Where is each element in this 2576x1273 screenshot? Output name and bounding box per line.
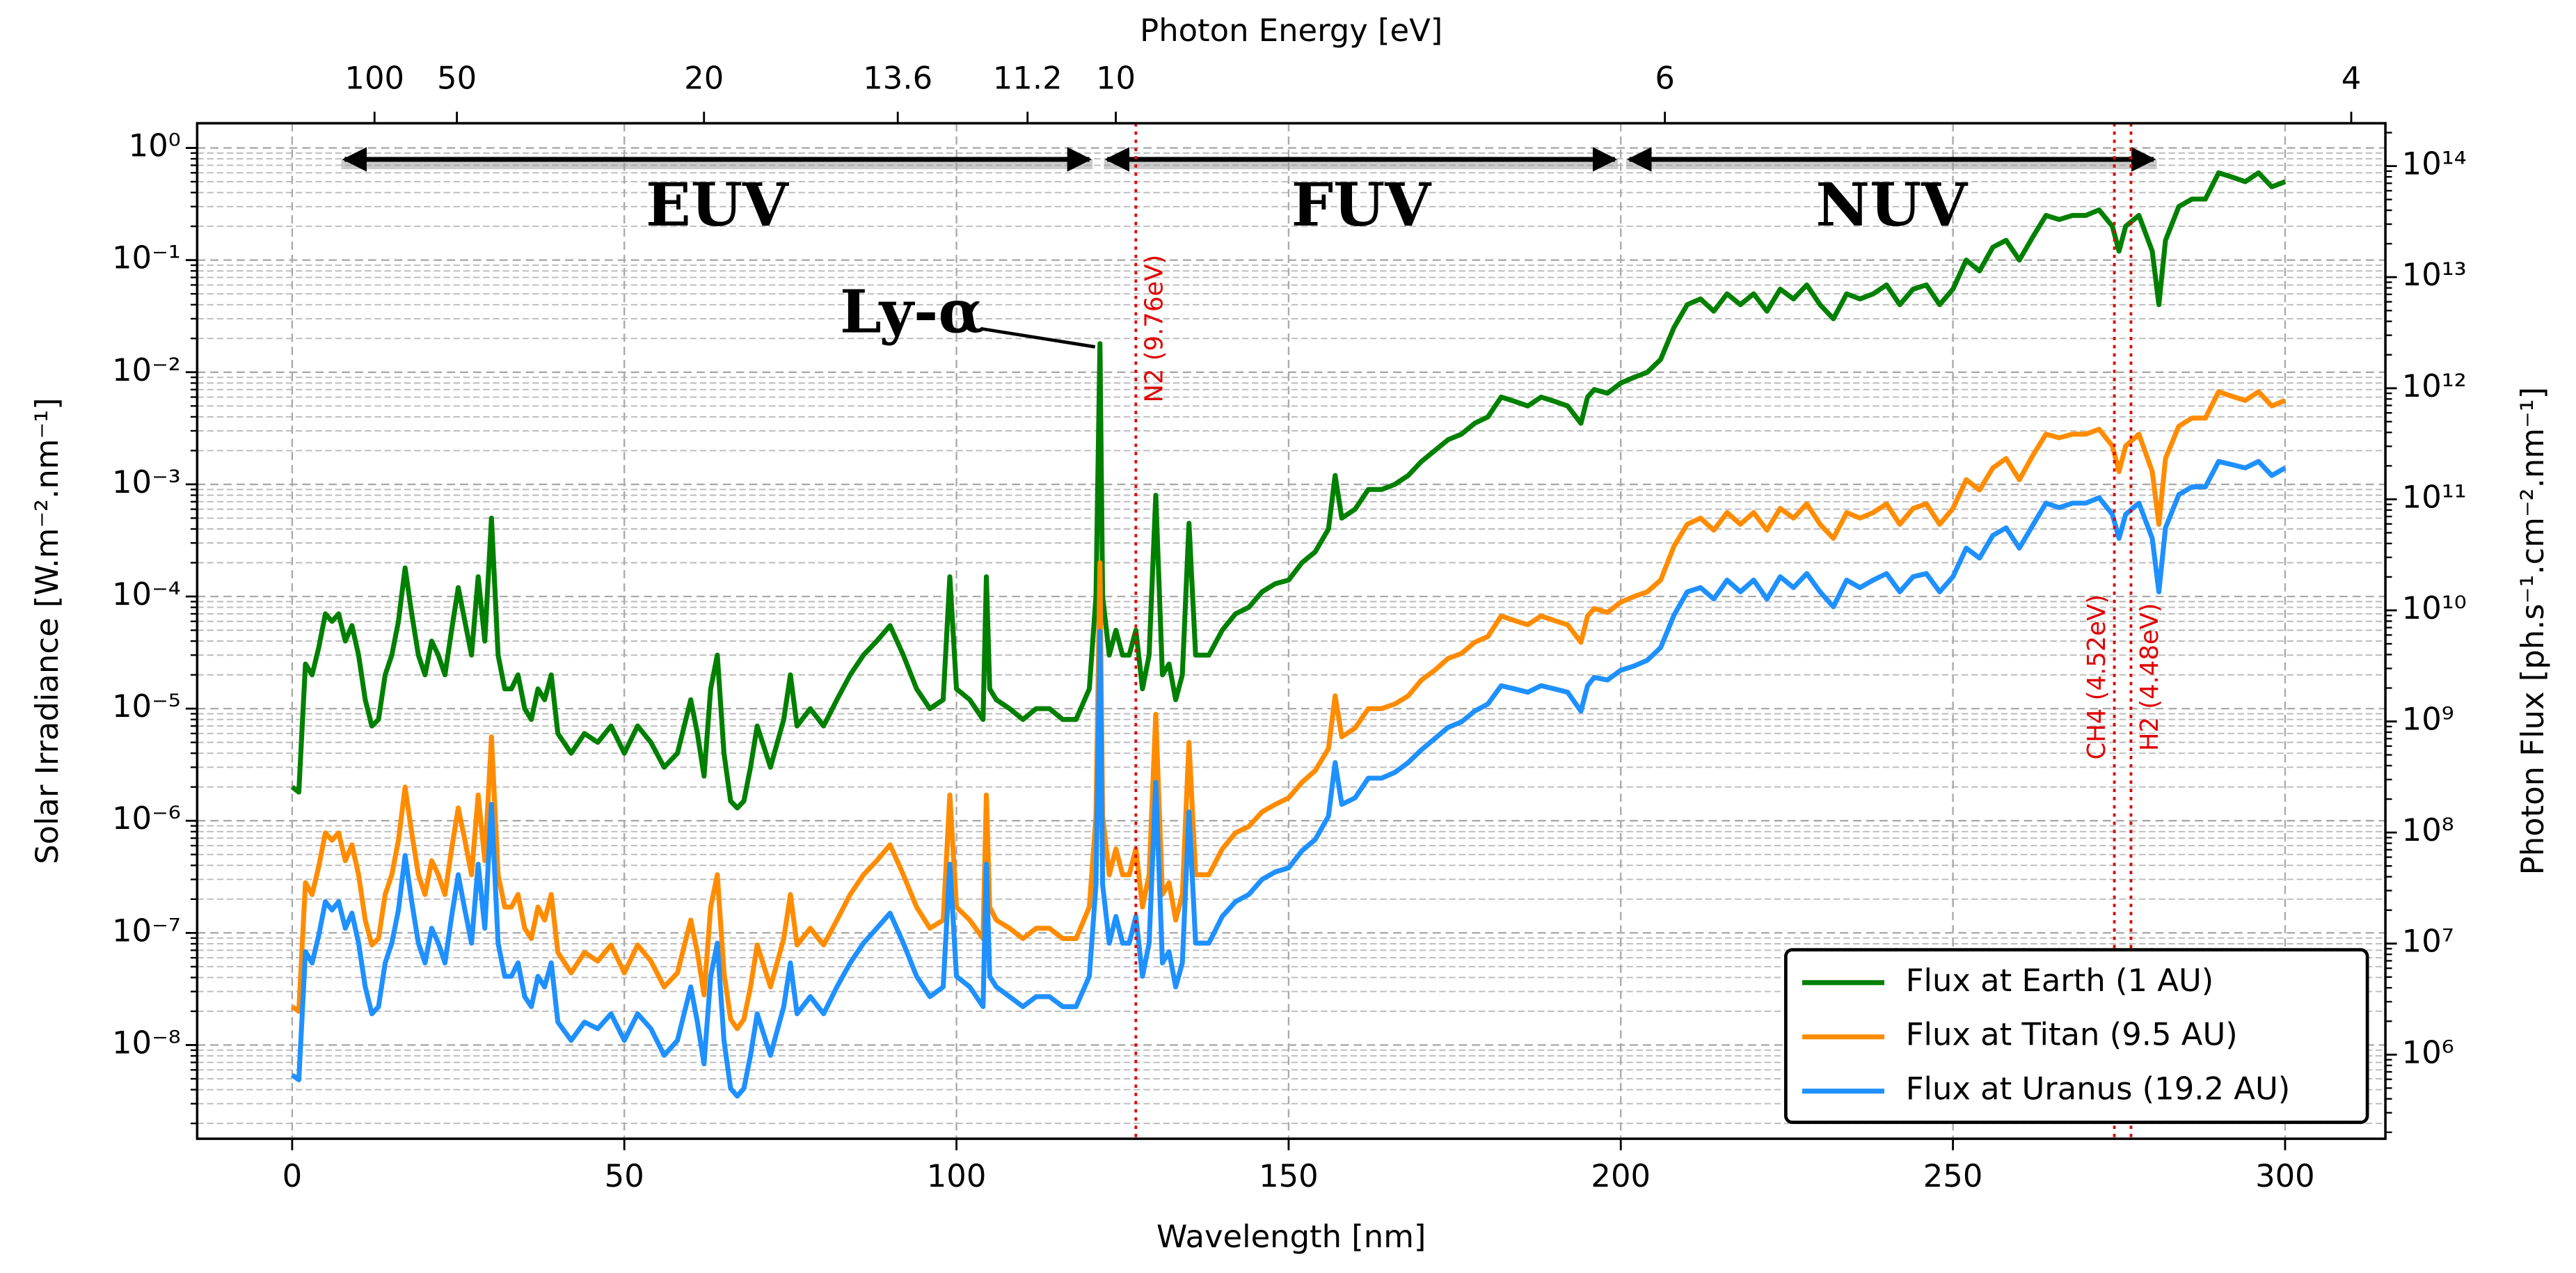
- x2-tick-label: 6: [1655, 60, 1675, 97]
- y2-tick-label: 10¹⁴: [2402, 145, 2467, 182]
- x2-tick-label: 20: [684, 60, 724, 97]
- y2-tick-label: 10¹³: [2402, 256, 2467, 293]
- y-tick-label: 10⁻¹: [112, 239, 181, 276]
- band-label: NUV: [1815, 171, 1969, 240]
- y2-axis-label: Photon Flux [ph.s⁻¹.cm⁻².nm⁻¹]: [2514, 387, 2551, 875]
- series-line: [290, 170, 2287, 811]
- y-tick-label: 10⁻³: [112, 464, 181, 500]
- series-line: [290, 459, 2287, 1099]
- y-axis-label: Solar Irradiance [W.m⁻².nm⁻¹]: [29, 397, 65, 864]
- x-axis-label: Wavelength [nm]: [1156, 1218, 1426, 1255]
- band-label: FUV: [1291, 171, 1432, 240]
- threshold-label: H2 (4.48eV): [2136, 603, 2164, 751]
- x2-tick-label: 13.6: [863, 60, 932, 97]
- x2-tick-label: 100: [344, 60, 404, 97]
- y2-tick-label: 10⁹: [2402, 701, 2454, 738]
- x-tick-label: 200: [1591, 1157, 1651, 1194]
- y2-tick-label: 10¹²: [2402, 367, 2467, 404]
- legend-box: [1783, 948, 2369, 1124]
- y-tick-label: 10⁻⁸: [112, 1024, 181, 1061]
- x2-axis-label: Photon Energy [eV]: [1140, 12, 1442, 49]
- annotation-pointer: [980, 326, 1096, 349]
- y-tick-label: 10⁻⁷: [112, 912, 181, 949]
- y-tick-label: 10⁻⁴: [112, 576, 181, 612]
- series-line: [290, 389, 2287, 1031]
- y2-tick-label: 10⁶: [2402, 1034, 2454, 1070]
- plot-frame: [196, 122, 2387, 1140]
- x2-tick-label: 50: [437, 60, 477, 97]
- y-tick-label: 10⁻⁵: [112, 688, 181, 725]
- threshold-label: N2 (9.76eV): [1140, 255, 1169, 403]
- y2-tick-label: 10¹⁰: [2402, 590, 2467, 626]
- x2-tick-label: 11.2: [993, 60, 1063, 97]
- annotation-label: Ly-α: [840, 278, 984, 347]
- y-tick-label: 10⁰: [129, 127, 181, 164]
- legend-label: Flux at Titan (9.5 AU): [1906, 1016, 2238, 1053]
- y-tick-label: 10⁻²: [112, 351, 181, 388]
- x-tick-label: 100: [927, 1157, 987, 1194]
- x-tick-label: 0: [283, 1157, 303, 1194]
- x2-tick-label: 10: [1096, 60, 1136, 97]
- x-tick-label: 50: [605, 1157, 644, 1194]
- y2-tick-label: 10⁷: [2402, 923, 2454, 960]
- x-tick-label: 250: [1923, 1157, 1983, 1194]
- y-tick-label: 10⁻⁶: [112, 800, 181, 837]
- y2-tick-label: 10⁸: [2402, 812, 2454, 848]
- band-label: EUV: [646, 171, 790, 240]
- legend-label: Flux at Earth (1 AU): [1906, 962, 2214, 999]
- legend-label: Flux at Uranus (19.2 AU): [1906, 1070, 2291, 1107]
- x-tick-label: 300: [2255, 1157, 2315, 1194]
- x2-tick-label: 4: [2342, 60, 2362, 97]
- y2-tick-label: 10¹¹: [2402, 478, 2467, 515]
- x-tick-label: 150: [1259, 1157, 1319, 1194]
- threshold-label: CH4 (4.52eV): [2083, 594, 2111, 760]
